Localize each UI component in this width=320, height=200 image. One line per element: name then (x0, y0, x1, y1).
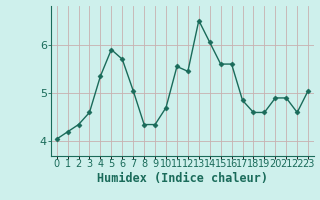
X-axis label: Humidex (Indice chaleur): Humidex (Indice chaleur) (97, 172, 268, 185)
